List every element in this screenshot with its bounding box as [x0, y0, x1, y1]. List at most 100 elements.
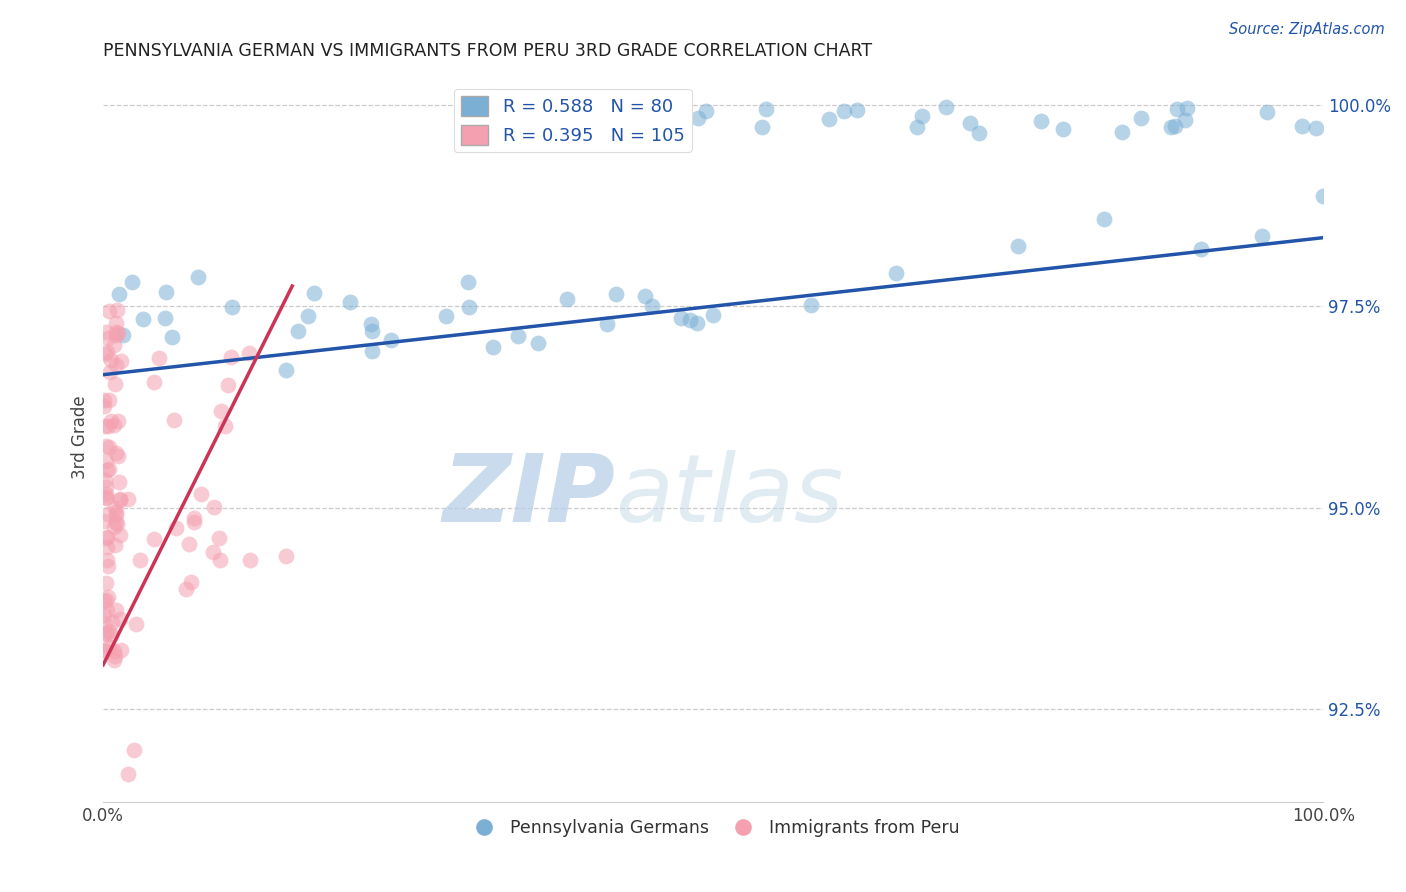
Point [98, 392, 121, 407]
Point [187, 269, 209, 284]
Point [595, 107, 617, 121]
Point [107, 449, 129, 463]
Point [104, 377, 127, 392]
Point [107, 286, 129, 301]
Point [1164, 119, 1187, 133]
Point [527, 336, 550, 351]
Point [100, 353, 122, 368]
Point [93, 347, 115, 361]
Point [100, 365, 122, 379]
Point [94, 487, 117, 501]
Point [1256, 104, 1278, 119]
Point [1092, 211, 1115, 226]
Point [93, 643, 115, 657]
Point [202, 500, 225, 515]
Point [96, 552, 118, 566]
Point [845, 103, 868, 118]
Point [104, 649, 127, 664]
Point [818, 112, 841, 126]
Point [524, 101, 547, 115]
Point [97, 508, 120, 522]
Point [1111, 125, 1133, 139]
Point [94, 454, 117, 468]
Point [96, 603, 118, 617]
Point [1312, 188, 1334, 202]
Y-axis label: 3rd Grade: 3rd Grade [72, 395, 89, 479]
Point [105, 516, 128, 531]
Point [174, 582, 197, 597]
Point [94, 643, 117, 657]
Point [183, 511, 205, 525]
Point [686, 316, 709, 330]
Point [1251, 229, 1274, 244]
Text: atlas: atlas [616, 450, 844, 541]
Point [100, 414, 122, 428]
Point [104, 358, 127, 372]
Point [555, 292, 578, 306]
Point [555, 112, 578, 126]
Point [669, 310, 692, 325]
Point [434, 310, 457, 324]
Point [96, 541, 118, 555]
Point [183, 516, 205, 530]
Point [94, 576, 117, 591]
Point [800, 298, 823, 312]
Point [695, 103, 717, 118]
Point [97, 440, 120, 454]
Point [94, 439, 117, 453]
Point [110, 612, 132, 626]
Point [1007, 238, 1029, 252]
Point [1189, 242, 1212, 256]
Point [1174, 113, 1197, 128]
Point [165, 521, 187, 535]
Point [103, 520, 125, 534]
Point [97, 558, 120, 573]
Point [155, 311, 177, 326]
Point [297, 310, 319, 324]
Point [103, 653, 125, 667]
Point [641, 300, 664, 314]
Point [100, 628, 122, 642]
Point [482, 340, 505, 354]
Point [361, 324, 384, 338]
Point [143, 533, 166, 547]
Point [128, 553, 150, 567]
Point [105, 515, 128, 529]
Point [98, 640, 121, 654]
Point [105, 302, 128, 317]
Point [1175, 101, 1198, 115]
Point [1031, 114, 1053, 128]
Point [117, 491, 139, 506]
Text: Source: ZipAtlas.com: Source: ZipAtlas.com [1229, 22, 1385, 37]
Point [506, 329, 529, 343]
Legend: Pennsylvania Germans, Immigrants from Peru: Pennsylvania Germans, Immigrants from Pe… [460, 813, 967, 845]
Point [101, 615, 124, 629]
Point [180, 574, 202, 589]
Point [544, 124, 567, 138]
Point [190, 487, 212, 501]
Point [94, 418, 117, 433]
Point [125, 617, 148, 632]
Point [94, 473, 117, 487]
Point [935, 100, 957, 114]
Point [238, 346, 260, 360]
Point [94, 490, 117, 504]
Point [276, 363, 298, 377]
Point [287, 324, 309, 338]
Point [339, 294, 361, 309]
Point [1291, 119, 1313, 133]
Point [160, 330, 183, 344]
Point [457, 276, 479, 290]
Text: ZIP: ZIP [443, 450, 616, 541]
Point [104, 316, 127, 330]
Point [103, 338, 125, 352]
Point [96, 491, 118, 505]
Point [104, 446, 127, 460]
Point [155, 285, 177, 299]
Point [967, 126, 990, 140]
Point [104, 501, 127, 516]
Point [105, 505, 128, 519]
Point [905, 120, 928, 135]
Point [103, 418, 125, 433]
Point [98, 624, 121, 639]
